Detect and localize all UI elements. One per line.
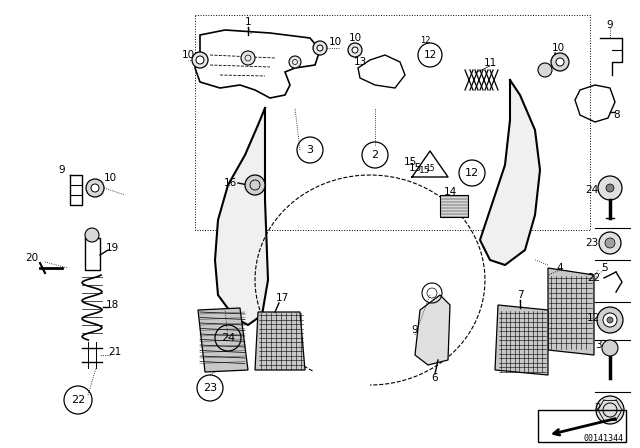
- Text: 4: 4: [557, 263, 563, 273]
- Circle shape: [245, 175, 265, 195]
- Text: 9: 9: [59, 165, 65, 175]
- Text: 9: 9: [412, 325, 419, 335]
- Polygon shape: [215, 108, 268, 325]
- Circle shape: [603, 313, 617, 327]
- Circle shape: [317, 45, 323, 51]
- Circle shape: [192, 52, 208, 68]
- Text: 10: 10: [181, 50, 195, 60]
- Text: 17: 17: [275, 293, 289, 303]
- Text: 13: 13: [353, 57, 367, 67]
- Circle shape: [538, 63, 552, 77]
- Text: 22: 22: [588, 273, 600, 283]
- Circle shape: [348, 43, 362, 57]
- Text: 19: 19: [106, 243, 118, 253]
- Circle shape: [196, 56, 204, 64]
- Circle shape: [313, 41, 327, 55]
- Text: 5: 5: [602, 263, 608, 273]
- Text: 15: 15: [403, 157, 417, 167]
- Circle shape: [85, 228, 99, 242]
- Circle shape: [91, 184, 99, 192]
- Text: 00141344: 00141344: [584, 434, 624, 443]
- Text: 23: 23: [586, 238, 598, 248]
- Circle shape: [606, 184, 614, 192]
- Text: 8: 8: [614, 110, 620, 120]
- Text: 2: 2: [371, 150, 379, 160]
- Circle shape: [241, 51, 255, 65]
- Text: 18: 18: [106, 300, 118, 310]
- Polygon shape: [480, 80, 540, 265]
- Polygon shape: [548, 268, 594, 355]
- Text: 15: 15: [419, 165, 431, 175]
- Circle shape: [598, 176, 622, 200]
- Circle shape: [596, 396, 624, 424]
- Circle shape: [289, 56, 301, 68]
- Text: 15: 15: [425, 164, 435, 172]
- FancyBboxPatch shape: [440, 195, 468, 217]
- Text: 10: 10: [552, 43, 564, 53]
- Text: 6: 6: [432, 373, 438, 383]
- Text: 12: 12: [420, 35, 430, 44]
- Text: 24: 24: [586, 185, 598, 195]
- Circle shape: [607, 317, 613, 323]
- Text: 14: 14: [444, 187, 456, 197]
- Text: 3: 3: [307, 145, 314, 155]
- Polygon shape: [495, 305, 548, 375]
- Circle shape: [352, 47, 358, 53]
- Text: 2: 2: [595, 403, 602, 413]
- Text: 21: 21: [108, 347, 122, 357]
- Text: 9: 9: [607, 20, 613, 30]
- Circle shape: [86, 179, 104, 197]
- Text: 10: 10: [104, 173, 116, 183]
- Text: 10: 10: [348, 33, 362, 43]
- Circle shape: [551, 53, 569, 71]
- Text: 22: 22: [71, 395, 85, 405]
- Circle shape: [605, 238, 615, 248]
- Text: 12: 12: [586, 313, 600, 323]
- Polygon shape: [255, 312, 305, 370]
- Circle shape: [599, 232, 621, 254]
- Circle shape: [602, 340, 618, 356]
- Text: 12: 12: [424, 50, 436, 60]
- Polygon shape: [198, 308, 248, 372]
- Text: 23: 23: [203, 383, 217, 393]
- Text: 7: 7: [516, 290, 524, 300]
- Text: 24: 24: [221, 333, 235, 343]
- Text: 12: 12: [465, 168, 479, 178]
- Circle shape: [556, 58, 564, 66]
- Text: 11: 11: [483, 58, 497, 68]
- Polygon shape: [415, 295, 450, 365]
- Text: 20: 20: [26, 253, 38, 263]
- Text: 15: 15: [408, 163, 422, 173]
- Circle shape: [597, 307, 623, 333]
- Text: 1: 1: [244, 17, 252, 27]
- Text: 3: 3: [595, 340, 602, 350]
- Text: 16: 16: [223, 178, 237, 188]
- Text: 10: 10: [328, 37, 342, 47]
